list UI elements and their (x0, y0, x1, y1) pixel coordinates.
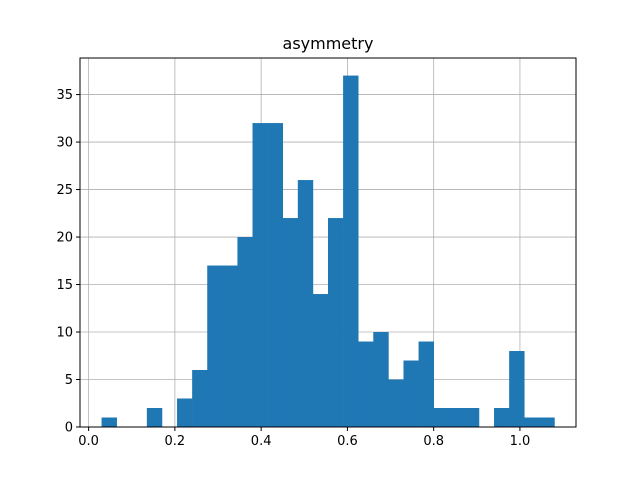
histogram-bar (101, 417, 117, 427)
histogram-bar (192, 370, 208, 427)
y-tick-label: 5 (65, 373, 73, 388)
y-tick-label: 35 (56, 88, 73, 103)
histogram-bar (267, 123, 284, 428)
bars (101, 75, 555, 428)
histogram-bar (358, 341, 374, 427)
histogram-bar (373, 332, 389, 427)
histogram-bar (418, 341, 434, 427)
histogram-bar (539, 417, 555, 427)
y-tick-label: 15 (56, 278, 73, 293)
histogram-bar (222, 265, 238, 427)
axes: 0.0 0.2 0.4 0.6 0.8 1.0 0 5 10 15 20 25 30 35 (56, 57, 577, 449)
histogram-bar (509, 351, 525, 427)
histogram-bar (282, 218, 299, 427)
histogram-bar (388, 379, 404, 427)
histogram-bar (146, 408, 163, 427)
x-tick-label: 1.0 (510, 434, 531, 449)
histogram-bar (463, 408, 480, 427)
y-tick-label: 20 (56, 231, 73, 246)
histogram-bar (237, 237, 253, 427)
histogram-bar (494, 408, 510, 427)
histogram-bar (403, 360, 419, 427)
x-tick-label: 0.6 (337, 434, 358, 449)
y-tick-label: 25 (56, 183, 73, 198)
x-tick-label: 0.4 (251, 434, 272, 449)
histogram-bar (252, 123, 268, 428)
x-tick-label: 0.8 (423, 434, 444, 449)
histogram-bar (328, 218, 344, 427)
plot-frame (79, 57, 577, 428)
y-tick-label: 10 (56, 326, 73, 341)
histogram-bar (312, 294, 329, 427)
histogram-bar (343, 75, 359, 428)
x-tick-label: 0.0 (78, 434, 99, 449)
histogram-bar (177, 398, 193, 427)
histogram-bar (297, 180, 314, 427)
chart-title: asymmetry (283, 34, 374, 53)
y-tick-label: 0 (65, 421, 73, 436)
histogram-bar (448, 408, 465, 427)
histogram-bar (524, 417, 540, 427)
histogram-bar (207, 265, 223, 427)
x-tick-label: 0.2 (165, 434, 186, 449)
histogram-bar (433, 408, 450, 427)
y-tick-label: 30 (56, 136, 73, 151)
